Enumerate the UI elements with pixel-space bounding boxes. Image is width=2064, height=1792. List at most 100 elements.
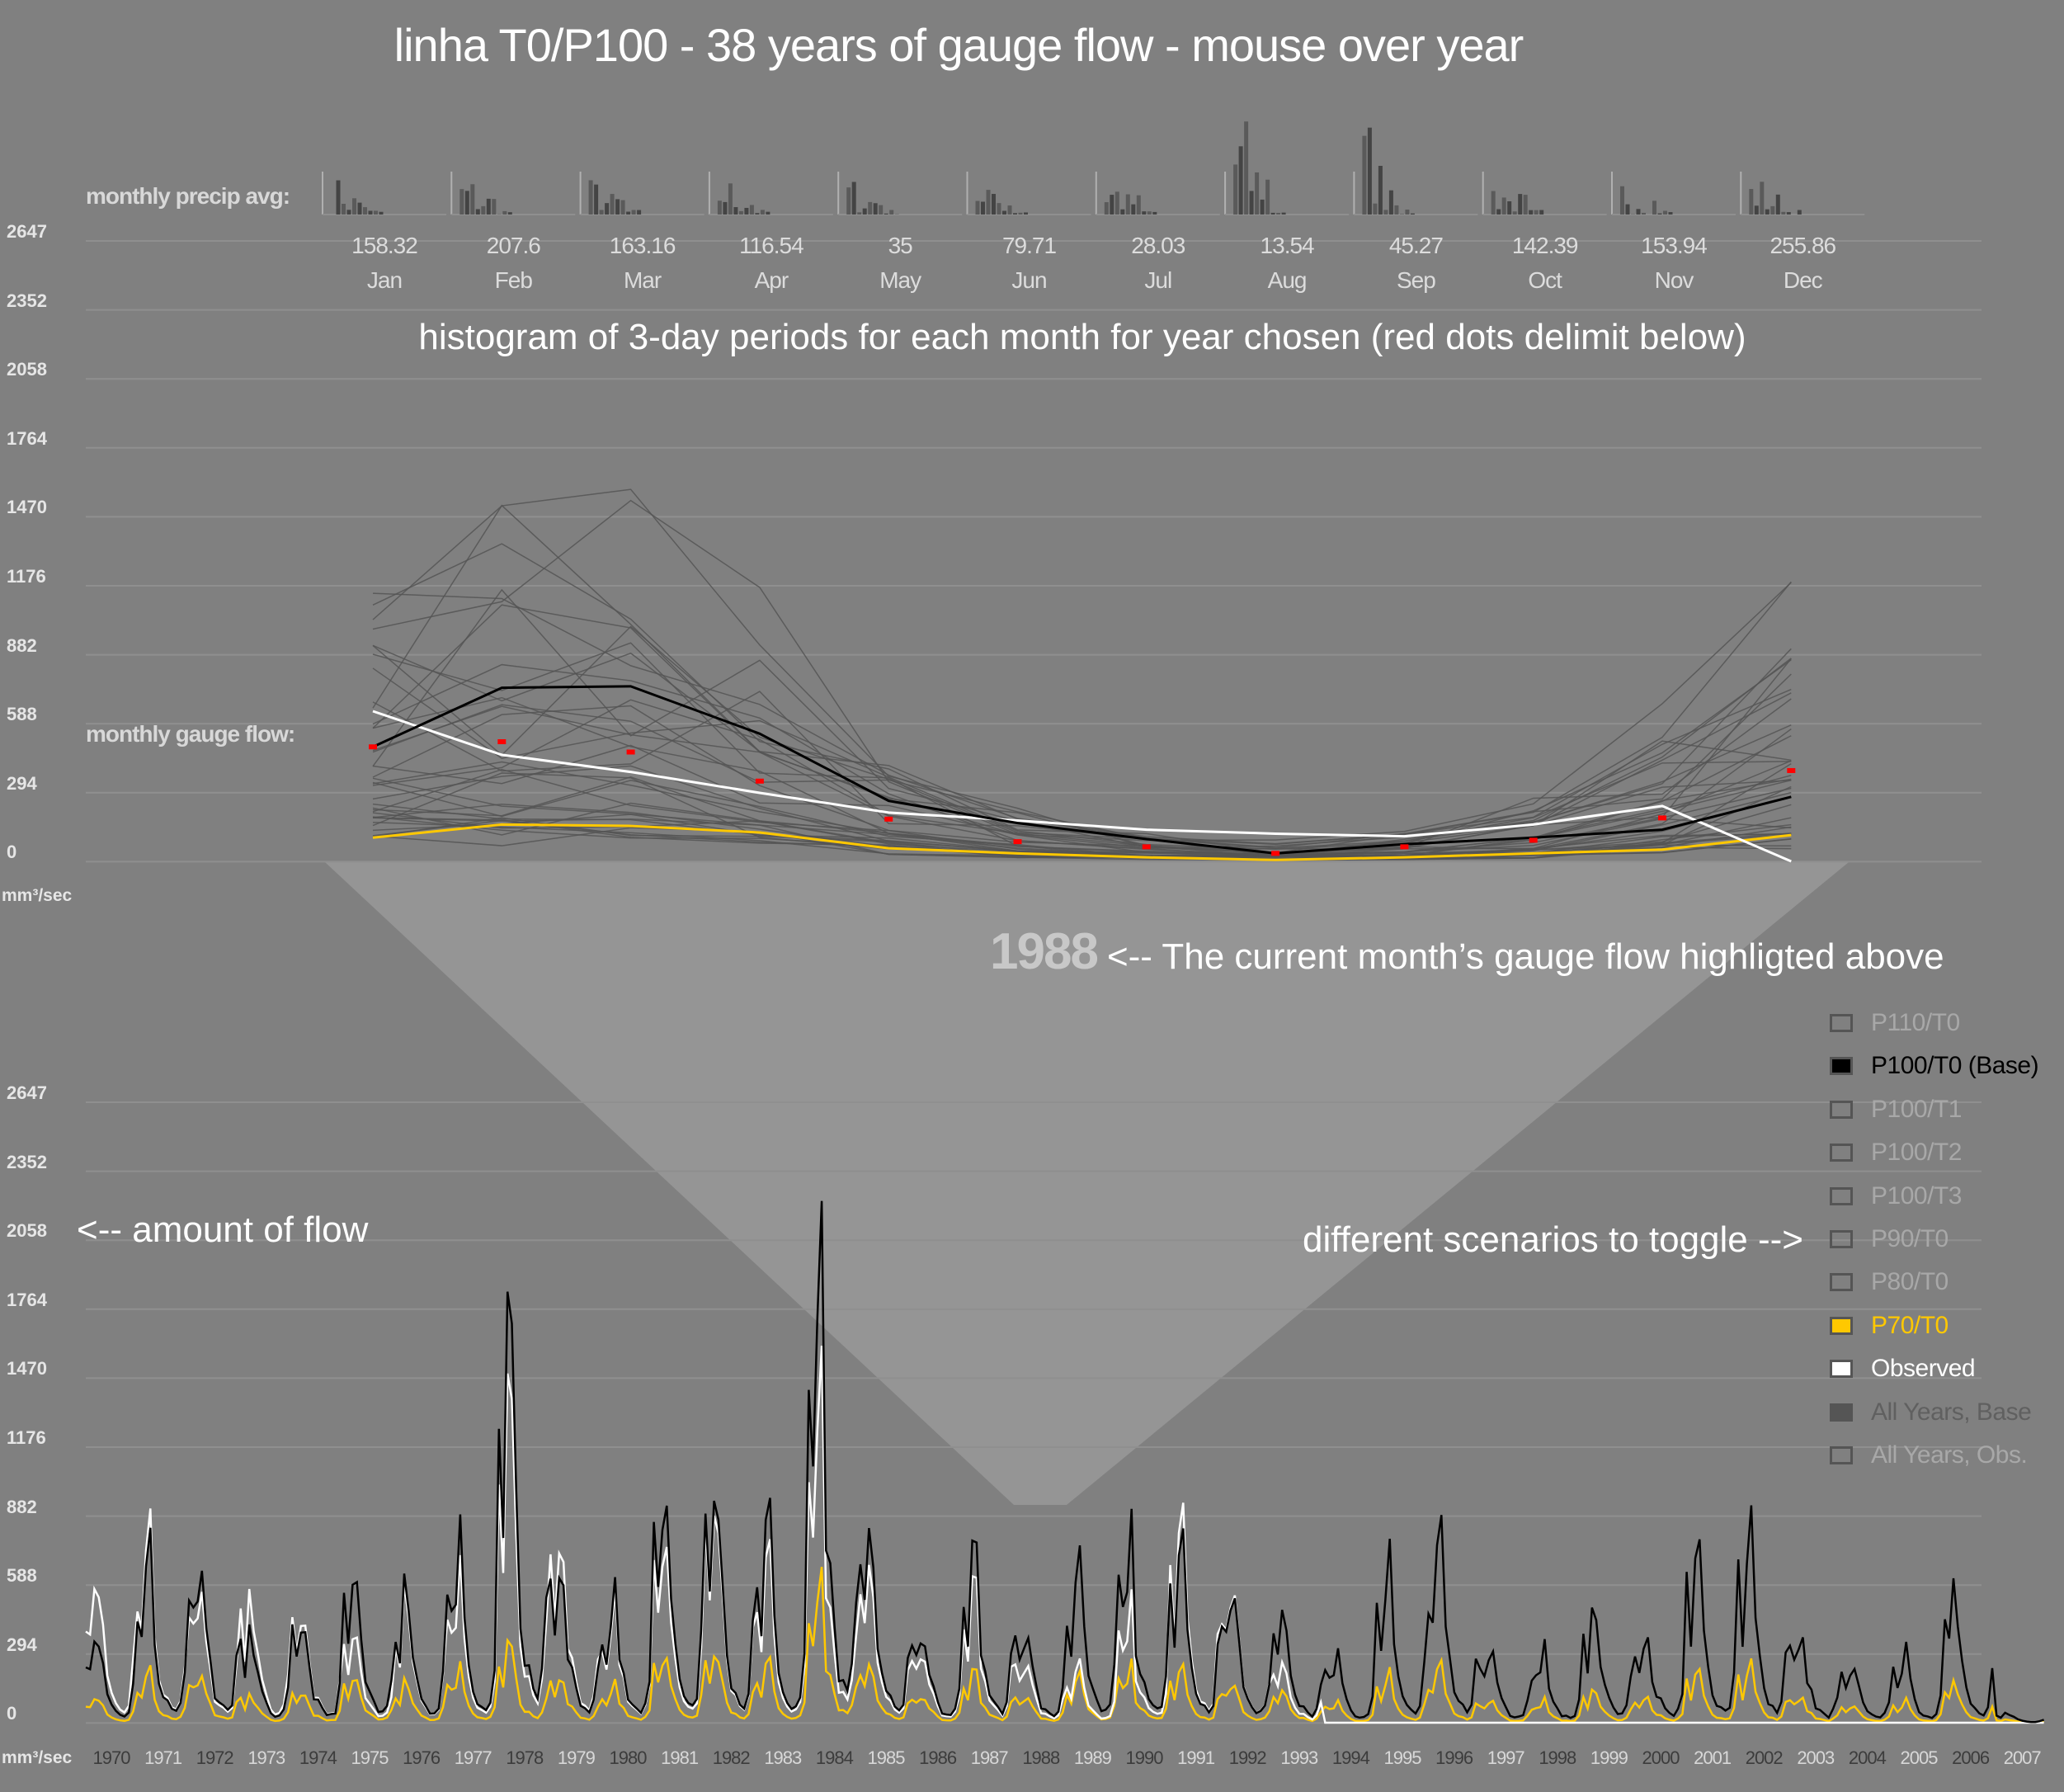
- year-label[interactable]: 1980: [609, 1747, 648, 1768]
- year-label[interactable]: 1990: [1125, 1747, 1164, 1768]
- precip-bar: [1362, 135, 1367, 215]
- legend-item[interactable]: Observed: [1830, 1352, 1976, 1385]
- year-label[interactable]: 1996: [1435, 1747, 1473, 1768]
- all-years-line: [372, 543, 1792, 854]
- year-label[interactable]: 1989: [1073, 1747, 1112, 1768]
- year-label[interactable]: 2004: [1848, 1747, 1887, 1768]
- precip-bar: [760, 210, 765, 215]
- all-years-line: [372, 699, 1792, 857]
- precip-value: 207.6: [486, 233, 541, 258]
- precip-bar: [755, 213, 760, 215]
- year-label[interactable]: 1988: [1022, 1747, 1060, 1768]
- precip-bar: [717, 200, 722, 215]
- legend-checkbox[interactable]: [1830, 1100, 1853, 1119]
- legend-checkbox[interactable]: [1830, 1316, 1853, 1335]
- legend-item[interactable]: All Years, Base: [1830, 1396, 2032, 1429]
- precip-bar: [1238, 146, 1243, 215]
- year-label[interactable]: 1983: [764, 1747, 802, 1768]
- legend-checkbox[interactable]: [1830, 1057, 1853, 1076]
- year-label[interactable]: 2005: [1900, 1747, 1939, 1768]
- legend-checkbox[interactable]: [1830, 1273, 1853, 1292]
- y-tick-label: 2647: [7, 221, 47, 242]
- year-label[interactable]: 1970: [92, 1747, 131, 1768]
- legend-item[interactable]: P90/T0: [1830, 1223, 1949, 1256]
- precip-bar: [862, 208, 867, 215]
- legend-item[interactable]: P70/T0: [1830, 1309, 1949, 1342]
- year-label[interactable]: 1993: [1280, 1747, 1318, 1768]
- year-label[interactable]: 2002: [1745, 1747, 1784, 1768]
- legend-checkbox[interactable]: [1830, 1360, 1853, 1379]
- precip-bar: [1754, 205, 1759, 215]
- legend-item[interactable]: P100/T2: [1830, 1136, 1962, 1169]
- precip-bar: [975, 200, 980, 215]
- precip-bar: [884, 213, 888, 215]
- year-label[interactable]: 2006: [1952, 1747, 1990, 1768]
- year-label[interactable]: 1972: [196, 1747, 234, 1768]
- all-years-line: [372, 776, 1792, 859]
- year-label[interactable]: 1979: [557, 1747, 596, 1768]
- legend-label: P70/T0: [1871, 1311, 1949, 1339]
- year-label[interactable]: 1987: [970, 1747, 1009, 1768]
- precip-value: 142.39: [1511, 233, 1579, 258]
- precip-bar: [1013, 213, 1017, 215]
- legend-item[interactable]: P100/T3: [1830, 1180, 1962, 1213]
- y-tick-label: 2058: [7, 359, 47, 380]
- precip-bar: [374, 210, 378, 215]
- year-label[interactable]: 1975: [351, 1747, 389, 1768]
- year-label[interactable]: 2000: [1642, 1747, 1680, 1768]
- month-label: Nov: [1654, 267, 1694, 293]
- year-label[interactable]: 1991: [1177, 1747, 1215, 1768]
- year-label[interactable]: 2007: [2003, 1747, 2042, 1768]
- year-label[interactable]: 1981: [661, 1747, 699, 1768]
- year-label[interactable]: 1995: [1383, 1747, 1422, 1768]
- year-label[interactable]: 1994: [1331, 1747, 1370, 1768]
- monthly-line-observed: [372, 710, 1792, 863]
- legend-label: P80/T0: [1871, 1268, 1949, 1296]
- all-years-line: [372, 780, 1792, 861]
- legend-item[interactable]: All Years, Obs.: [1830, 1439, 2028, 1472]
- year-label[interactable]: 1992: [1228, 1747, 1267, 1768]
- month-label: Jan: [366, 267, 403, 293]
- month-marker-dot: [1529, 837, 1538, 843]
- year-label[interactable]: 1974: [299, 1747, 337, 1768]
- legend-checkbox[interactable]: [1830, 1186, 1853, 1205]
- legend-checkbox[interactable]: [1830, 1144, 1853, 1162]
- precip-bar: [363, 207, 367, 215]
- year-label[interactable]: 1999: [1590, 1747, 1628, 1768]
- legend-checkbox[interactable]: [1830, 1014, 1853, 1032]
- precip-bar: [868, 201, 873, 215]
- precip-bar: [851, 182, 856, 215]
- legend-checkbox[interactable]: [1830, 1403, 1853, 1422]
- flow-note: <-- amount of flow: [77, 1210, 369, 1250]
- year-label[interactable]: 1982: [712, 1747, 751, 1768]
- precip-bar: [1147, 211, 1152, 215]
- legend-item[interactable]: P100/T0 (Base): [1830, 1049, 2039, 1082]
- year-label[interactable]: 1977: [454, 1747, 492, 1768]
- year-label[interactable]: 1976: [403, 1747, 441, 1768]
- legend-checkbox[interactable]: [1830, 1446, 1853, 1464]
- legend-item[interactable]: P110/T0: [1830, 1007, 1960, 1040]
- year-label[interactable]: 1985: [867, 1747, 906, 1768]
- precip-bar: [1539, 210, 1544, 215]
- all-years-line: [372, 696, 1792, 856]
- year-label[interactable]: 1978: [506, 1747, 544, 1768]
- legend-checkbox[interactable]: [1830, 1230, 1853, 1248]
- year-label[interactable]: 1973: [247, 1747, 285, 1768]
- year-label[interactable]: 1986: [919, 1747, 957, 1768]
- year-label[interactable]: 2003: [1797, 1747, 1835, 1768]
- precip-bar: [620, 200, 625, 215]
- year-label[interactable]: 2001: [1694, 1747, 1732, 1768]
- year-label[interactable]: 1971: [144, 1747, 182, 1768]
- year-label[interactable]: 1998: [1539, 1747, 1576, 1768]
- precip-value: 255.86: [1769, 233, 1836, 258]
- legend-item[interactable]: P100/T1: [1830, 1093, 1962, 1126]
- legend-item[interactable]: P80/T0: [1830, 1266, 1949, 1299]
- year-label[interactable]: 1997: [1487, 1747, 1525, 1768]
- precip-bar: [1786, 212, 1791, 215]
- year-label[interactable]: 1984: [815, 1747, 854, 1768]
- precip-bar: [481, 205, 486, 215]
- month-label: Sep: [1396, 267, 1436, 293]
- precip-bar: [1018, 212, 1023, 215]
- precip-bar: [1496, 209, 1501, 215]
